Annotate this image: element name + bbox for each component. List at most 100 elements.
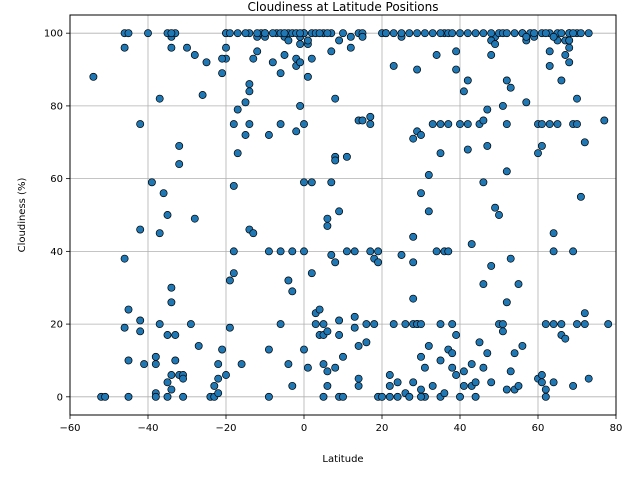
data-point — [502, 29, 511, 38]
data-point — [171, 356, 180, 365]
data-point — [140, 360, 149, 369]
data-point — [214, 389, 223, 398]
data-point — [576, 29, 585, 38]
data-point — [385, 371, 394, 379]
data-point — [307, 54, 316, 63]
data-point — [502, 120, 511, 129]
data-point — [331, 94, 340, 103]
data-point — [440, 389, 449, 398]
data-point — [323, 381, 332, 390]
data-point — [510, 29, 519, 38]
data-point — [183, 43, 191, 52]
data-point — [518, 341, 527, 350]
data-point — [459, 367, 468, 376]
data-point — [151, 392, 160, 401]
data-point — [565, 36, 574, 45]
y-tick-label: 60 — [50, 174, 63, 185]
data-point — [229, 181, 238, 190]
data-point — [561, 334, 570, 343]
data-point — [253, 47, 262, 56]
data-point — [417, 189, 425, 198]
data-point — [452, 47, 461, 56]
data-point — [155, 229, 164, 238]
data-point — [459, 87, 468, 96]
data-point — [565, 58, 574, 67]
data-point — [576, 192, 585, 201]
data-point — [190, 51, 199, 59]
data-point — [264, 345, 273, 354]
data-point — [280, 51, 289, 59]
data-point — [296, 58, 305, 67]
data-point — [366, 247, 375, 256]
data-point — [444, 247, 453, 256]
data-point — [448, 320, 457, 329]
data-point — [300, 120, 308, 129]
data-point — [483, 349, 492, 358]
data-point — [491, 40, 500, 49]
data-point — [354, 381, 363, 390]
data-point — [229, 247, 238, 256]
data-point — [179, 374, 188, 383]
data-point — [537, 120, 546, 129]
data-point — [370, 320, 379, 329]
data-point — [428, 29, 437, 38]
data-point — [163, 211, 172, 219]
data-point — [350, 312, 359, 321]
x-tick-label: 20 — [376, 423, 389, 434]
data-point — [288, 381, 297, 390]
data-point — [374, 258, 383, 267]
data-point — [222, 43, 230, 52]
data-point — [541, 385, 550, 394]
data-point — [225, 276, 234, 285]
data-point — [545, 61, 554, 70]
data-point — [580, 320, 589, 329]
data-point — [268, 29, 277, 38]
data-point — [284, 276, 293, 285]
data-point — [428, 381, 437, 390]
data-point — [327, 47, 336, 56]
data-point — [522, 32, 531, 41]
data-point — [335, 316, 344, 325]
data-point — [319, 392, 328, 401]
data-point — [471, 378, 480, 387]
data-point — [401, 320, 410, 329]
data-point — [358, 116, 367, 125]
x-tick-label: 60 — [532, 423, 545, 434]
data-point — [339, 29, 347, 38]
data-point — [284, 360, 293, 369]
data-point — [214, 374, 223, 383]
data-point — [171, 331, 180, 339]
data-point — [479, 29, 488, 38]
data-point — [366, 112, 375, 121]
y-axis-ticks: 0 20 40 60 80 100 — [44, 29, 70, 403]
data-point — [245, 80, 254, 89]
data-point — [120, 43, 129, 52]
data-point — [315, 305, 324, 314]
data-point — [245, 87, 254, 96]
data-point — [378, 392, 386, 401]
data-point — [510, 349, 519, 358]
data-point — [331, 258, 340, 267]
data-point — [537, 141, 546, 150]
data-point — [561, 51, 570, 59]
data-point — [385, 392, 394, 401]
data-point — [487, 261, 496, 270]
data-point — [417, 385, 425, 394]
data-point — [413, 29, 422, 38]
data-point — [448, 29, 457, 38]
data-point — [389, 61, 398, 70]
data-point — [467, 240, 476, 249]
data-point — [362, 320, 371, 329]
data-point — [479, 178, 488, 187]
data-point — [163, 331, 172, 339]
data-point — [366, 120, 375, 129]
data-point — [502, 167, 511, 176]
data-point — [436, 29, 445, 38]
data-point — [557, 320, 566, 329]
data-point — [198, 91, 207, 99]
data-point — [541, 392, 550, 401]
data-point — [600, 116, 609, 125]
data-point — [463, 76, 472, 85]
data-point — [319, 360, 328, 369]
